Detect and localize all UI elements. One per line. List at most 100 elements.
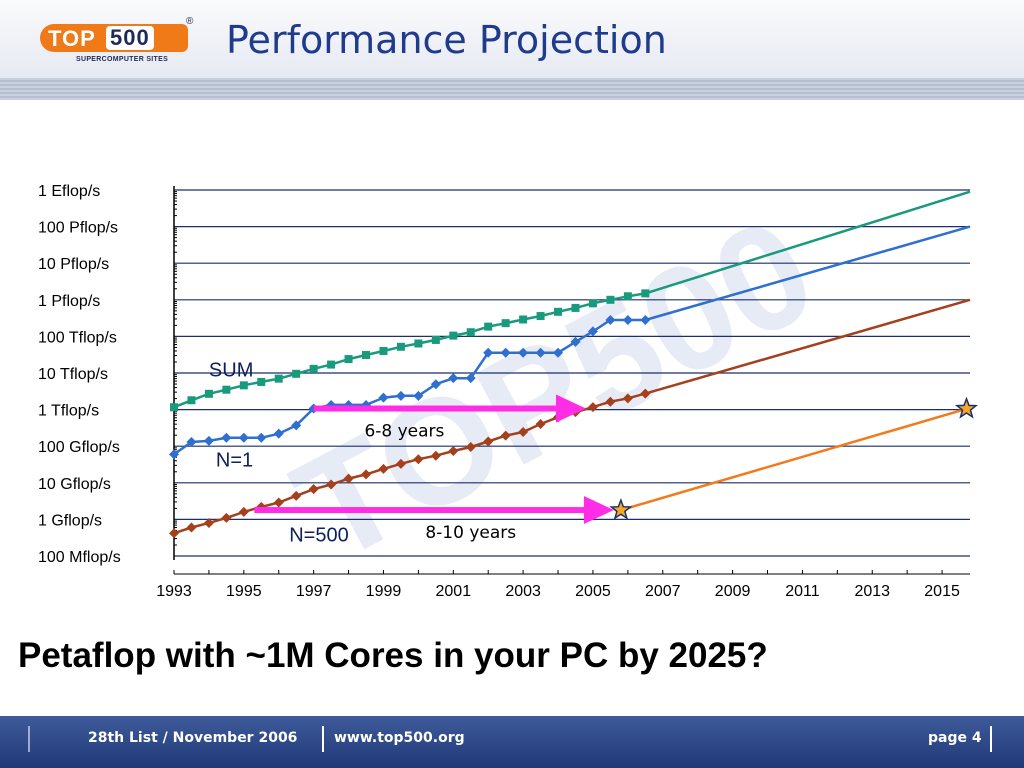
data-point (221, 432, 232, 443)
data-point (203, 517, 214, 528)
data-point (186, 437, 197, 448)
data-point (291, 490, 302, 501)
data-point (343, 473, 354, 484)
data-point (414, 339, 423, 348)
data-point (238, 432, 249, 443)
y-tick-label: 1 Pflop/s (38, 293, 100, 310)
data-point (640, 315, 651, 325)
data-point (204, 389, 213, 398)
data-point (483, 347, 494, 358)
series-line (644, 225, 971, 322)
data-point (587, 402, 598, 413)
data-point (466, 328, 475, 337)
y-tick-label: 1 Eflop/s (38, 183, 100, 200)
performance-chart: TOP500 100 Mflop/s1 Gflop/s10 Gflop/s100… (38, 183, 979, 600)
footer-url-link[interactable]: www.top500.org (334, 730, 465, 746)
data-point (554, 307, 563, 316)
y-tick-label: 100 Gflop/s (38, 439, 120, 456)
y-tick-label: 10 Pflop/s (38, 256, 109, 273)
data-point (186, 522, 197, 533)
watermark: TOP500 (270, 185, 840, 594)
chart-arrows (254, 394, 614, 525)
data-point (570, 336, 581, 347)
data-point (605, 315, 616, 325)
y-tick-label: 100 Tflop/s (38, 329, 117, 346)
data-point (448, 445, 459, 456)
data-point (274, 374, 283, 383)
arrow-label: 6-8 years (364, 422, 444, 442)
data-point (431, 335, 440, 344)
y-tick-label: 1 Gflop/s (38, 512, 102, 529)
series-line (620, 407, 967, 512)
chart-grid (173, 186, 970, 575)
data-point (519, 315, 528, 324)
data-point (605, 396, 616, 407)
data-point (169, 449, 179, 460)
data-point (553, 347, 564, 358)
x-tick-label: 1993 (156, 583, 192, 600)
data-point (536, 312, 545, 321)
series-label: N=500 (289, 524, 349, 546)
series-label: N=1 (216, 449, 253, 471)
data-point (500, 347, 511, 358)
data-point (465, 373, 476, 384)
series-line (173, 318, 646, 456)
x-tick-label: 2005 (575, 583, 611, 600)
star-icon (609, 497, 633, 520)
footer-divider (28, 726, 30, 752)
data-point (571, 303, 580, 312)
data-point (379, 346, 388, 355)
data-point (361, 469, 372, 480)
data-point (500, 430, 511, 441)
data-point (378, 463, 389, 474)
data-point (292, 369, 301, 378)
data-point (396, 342, 405, 351)
y-tick-label: 1 Tflop/s (38, 403, 99, 420)
logo-subtitle: SUPERCOMPUTER SITES (76, 56, 169, 63)
data-point (413, 390, 424, 401)
x-tick-label: 1997 (296, 583, 332, 600)
data-point (273, 428, 284, 439)
slide-question: Petaflop with ~1M Cores in your PC by 20… (18, 636, 768, 675)
page-title: Performance Projection (226, 18, 667, 62)
top500-logo: TOP 500 SUPERCOMPUTER SITES (40, 24, 192, 72)
data-point (378, 392, 389, 403)
logo-500-text: 500 (106, 26, 154, 50)
data-point (203, 435, 214, 446)
data-point (588, 299, 597, 308)
arrow-label: 8-10 years (425, 523, 516, 543)
data-point (238, 506, 249, 517)
series-line (173, 292, 646, 409)
watermark-text: TOP500 (270, 185, 840, 594)
y-tick-label: 10 Gflop/s (38, 476, 111, 493)
x-tick-label: 2011 (785, 583, 820, 600)
data-point (187, 396, 196, 405)
data-point (535, 419, 546, 430)
footer-list-label: 28th List / November 2006 (88, 730, 298, 746)
data-point (362, 351, 371, 360)
data-point (641, 289, 650, 298)
data-point (344, 355, 353, 364)
data-point (327, 360, 336, 369)
y-tick-label: 100 Mflop/s (38, 549, 121, 566)
data-point (448, 373, 459, 384)
chart-labels: 100 Mflop/s 1 Gflop/s 10 Gflop/s 100 Gflop/… (38, 183, 960, 600)
x-tick-label: 1999 (366, 583, 402, 600)
data-point (308, 484, 319, 495)
data-point (484, 322, 493, 331)
x-tick-label: 2007 (645, 583, 681, 600)
title-stripe (0, 78, 1024, 100)
series-line (644, 190, 971, 295)
x-tick-label: 2001 (436, 583, 472, 600)
data-point (430, 379, 441, 390)
data-point (518, 426, 529, 437)
data-point (587, 326, 598, 337)
data-point (640, 388, 651, 399)
footer-divider (322, 726, 324, 752)
y-tick-label: 10 Tflop/s (38, 366, 108, 383)
logo-top-text: TOP (48, 26, 96, 51)
arrow-head (555, 394, 586, 423)
x-tick-label: 2003 (505, 583, 541, 600)
data-point (430, 450, 441, 461)
data-point (606, 295, 615, 304)
